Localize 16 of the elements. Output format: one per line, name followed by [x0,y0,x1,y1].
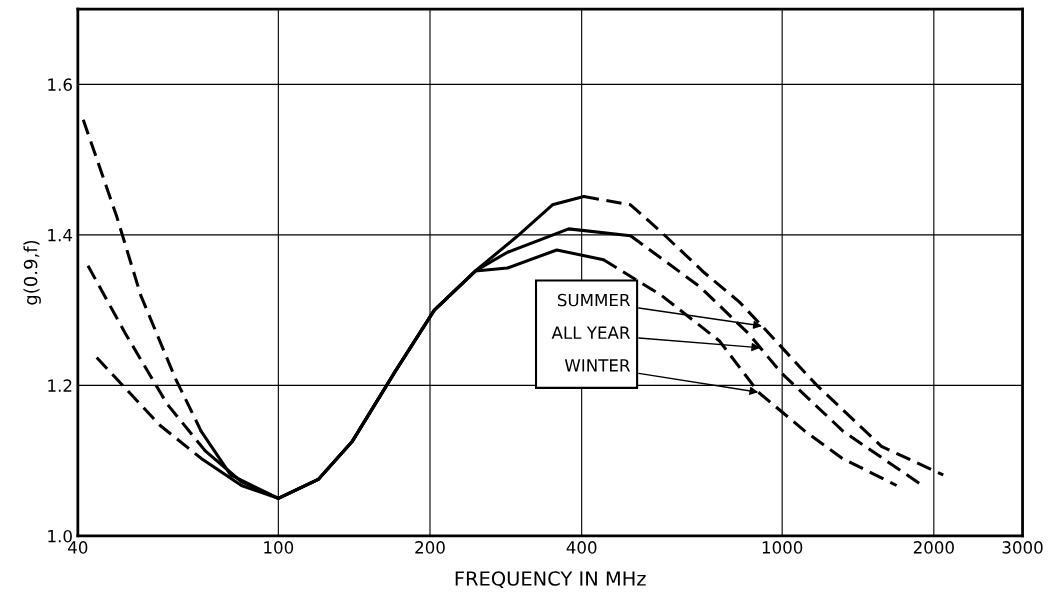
y-axis-title: g(0.9,f) [23,240,41,305]
annotation: WINTER [564,359,631,372]
x-axis-title: FREQUENCY IN MHz [455,571,646,589]
y-tick-label: 1.0 [48,529,72,543]
x-tick-label: 2000 [913,541,954,554]
x-tick-label: 1000 [762,541,803,554]
annotation: ALL YEAR [551,326,631,339]
y-tick-label: 1.6 [48,78,72,91]
x-tick-label: 3000 [1002,541,1043,554]
y-tick-label: 1.2 [48,379,72,392]
x-tick-label: 100 [264,541,294,554]
y-tick-label: 1.4 [48,229,73,242]
x-tick-label: 200 [415,541,445,554]
x-tick-label: 400 [566,541,597,554]
x-tick-label: 40 [68,541,88,554]
annotation: SUMMER [557,293,631,307]
